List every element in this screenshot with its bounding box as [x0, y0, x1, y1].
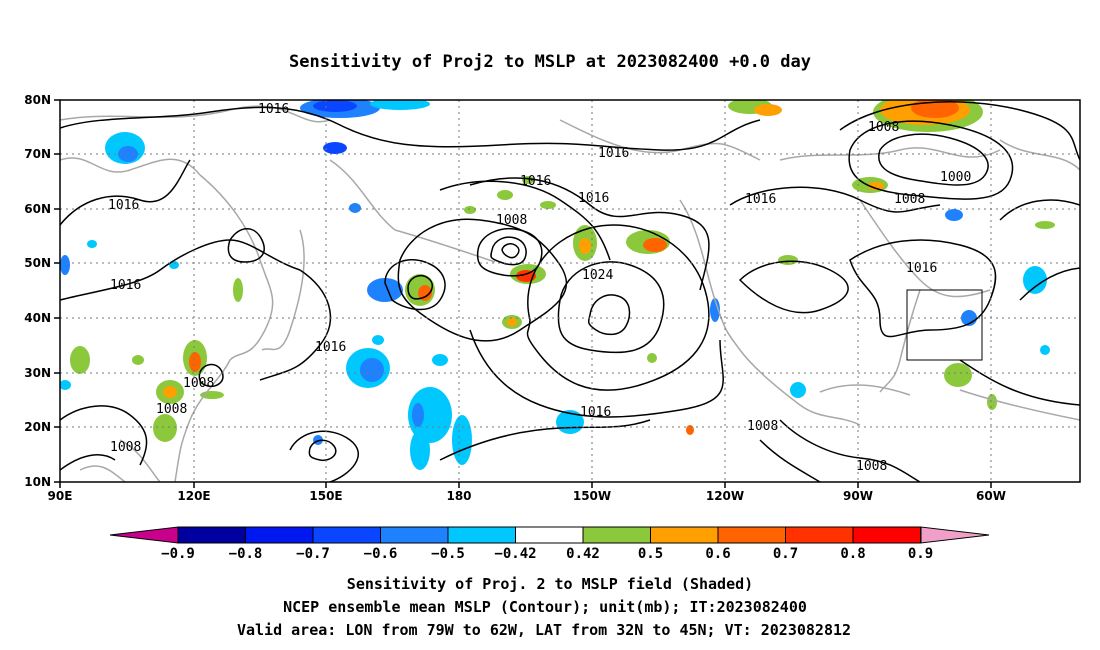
colorbar-label: 0.5 — [638, 546, 663, 562]
lat-label: 10N — [24, 475, 51, 489]
sensitivity-shading — [60, 100, 1055, 470]
colorbar-box — [447, 526, 516, 544]
colorbar-box — [380, 526, 449, 544]
contour-label: 1016 — [520, 174, 551, 189]
contour-label: 1008 — [156, 402, 187, 417]
colorbar-label: −0.42 — [494, 546, 536, 562]
lat-label: 50N — [24, 256, 51, 270]
grid-lines — [60, 100, 1080, 482]
lat-label: 60N — [24, 202, 51, 216]
lon-label: 120E — [177, 489, 210, 503]
chart-title: Sensitivity of Proj2 to MSLP at 20230824… — [289, 52, 811, 72]
contour-label: 1016 — [580, 405, 611, 420]
colorbar-box — [717, 526, 786, 544]
contour-label: 1008 — [868, 120, 899, 135]
colorbar-label: −0.7 — [296, 546, 330, 562]
colorbar-box — [650, 526, 719, 544]
contour-label: 1016 — [578, 191, 609, 206]
colorbar-label: −0.6 — [364, 546, 398, 562]
colorbar-box — [515, 526, 584, 544]
colorbar-right-arrow — [920, 526, 990, 544]
axis-ticks — [54, 99, 992, 488]
colorbar-left-arrow — [109, 526, 179, 544]
lat-label: 80N — [24, 93, 51, 107]
contour-label: 1008 — [496, 213, 527, 228]
colorbar-label: −0.8 — [229, 546, 263, 562]
contour-label: 1016 — [110, 278, 141, 293]
colorbar-box — [245, 526, 314, 544]
contour-label: 1016 — [745, 192, 776, 207]
lat-label: 30N — [24, 366, 51, 380]
colorbar-label: 0.6 — [705, 546, 730, 562]
colorbar-label: 0.7 — [773, 546, 798, 562]
contour-label: 1008 — [894, 192, 925, 207]
footer-line-1: Sensitivity of Proj. 2 to MSLP field (Sh… — [347, 575, 753, 593]
contour-label: 1024 — [582, 268, 613, 283]
colorbar: −0.9 −0.8 −0.7 −0.6 −0.5 −0.42 0.42 0.5 0.6 0.7 0.… — [109, 526, 990, 562]
latitude-labels: 80N 70N 60N 50N 40N 30N 20N 10N — [24, 93, 51, 489]
lat-label: 20N — [24, 420, 51, 434]
colorbar-box — [852, 526, 921, 544]
lon-label: 60W — [976, 489, 1006, 503]
mslp-contours — [60, 101, 1080, 482]
lon-label: 90W — [843, 489, 873, 503]
colorbar-box — [785, 526, 854, 544]
colorbar-label: 0.9 — [908, 546, 933, 562]
lon-label: 90E — [48, 489, 73, 503]
valid-area-box — [906, 289, 983, 361]
colorbar-label: 0.8 — [840, 546, 865, 562]
colorbar-label: 0.42 — [566, 546, 600, 562]
longitude-labels: 90E 120E 150E 180 150W 120W 90W 60W — [48, 489, 1006, 503]
contour-label: 1008 — [110, 440, 141, 455]
map-panel: 1016 1016 1016 1016 1016 1016 1016 1016 … — [24, 93, 1081, 503]
lat-label: 70N — [24, 147, 51, 161]
colorbar-box — [582, 526, 651, 544]
colorbar-label: −0.5 — [431, 546, 465, 562]
colorbar-box — [177, 526, 246, 544]
contour-label: 1016 — [108, 198, 139, 213]
footer-line-3: Valid area: LON from 79W to 62W, LAT fro… — [237, 621, 851, 639]
colorbar-boxes — [177, 526, 921, 544]
colorbar-labels: −0.9 −0.8 −0.7 −0.6 −0.5 −0.42 0.42 0.5 0.6 0.7 0.… — [161, 546, 933, 562]
contour-label: 1016 — [906, 261, 937, 276]
lon-label: 120W — [706, 489, 744, 503]
contour-labels: 1016 1016 1016 1016 1016 1016 1016 1016 … — [108, 102, 971, 474]
coastlines — [60, 105, 1080, 482]
map-frame — [59, 99, 1081, 483]
contour-label: 1008 — [183, 376, 214, 391]
lon-label: 150E — [309, 489, 342, 503]
contour-label: 1008 — [856, 459, 887, 474]
contour-label: 1016 — [258, 102, 289, 117]
colorbar-box — [312, 526, 381, 544]
contour-label: 1000 — [940, 170, 971, 185]
lon-label: 180 — [446, 489, 471, 503]
colorbar-label: −0.9 — [161, 546, 195, 562]
lon-label: 150W — [573, 489, 611, 503]
lat-label: 40N — [24, 311, 51, 325]
contour-label: 1016 — [315, 340, 346, 355]
footer-line-2: NCEP ensemble mean MSLP (Contour); unit(… — [283, 598, 807, 616]
